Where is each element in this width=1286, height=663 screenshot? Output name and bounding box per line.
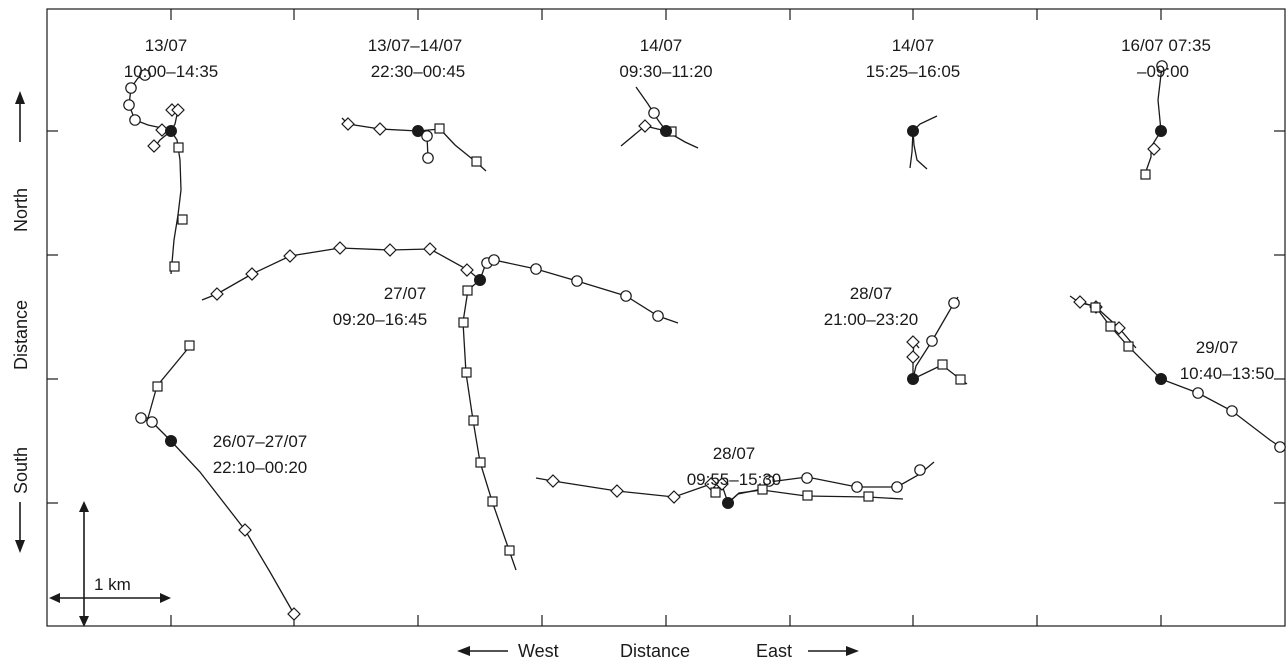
open-diamond-markers <box>147 103 1161 621</box>
y-axis-south-label: South <box>11 447 31 494</box>
label-t9-time: 22:10–00:20 <box>213 458 308 477</box>
track-path-t3 <box>635 86 699 149</box>
label-t5-time: –09:00 <box>1137 62 1189 81</box>
track-path-t4-arm <box>909 130 914 169</box>
label-t8-time: 10:40–13:50 <box>1180 364 1275 383</box>
open-circle-markers <box>123 60 1286 493</box>
start-point-t2 <box>412 125 424 137</box>
x-axis-distance-label: Distance <box>620 641 690 661</box>
x-ticks <box>170 9 1162 626</box>
track-lines <box>128 65 1286 615</box>
y-axis-distance-label: Distance <box>11 300 31 370</box>
start-point-t5 <box>1155 125 1167 137</box>
track-path-t10-arm <box>727 489 904 504</box>
label-t3-date: 14/07 <box>640 36 683 55</box>
label-t2-time: 22:30–00:45 <box>371 62 466 81</box>
open-square-markers <box>152 123 1151 556</box>
track-path-t2 <box>341 117 441 132</box>
label-t7-time: 21:00–23:20 <box>824 310 919 329</box>
label-t10-time: 09:55–15:30 <box>687 470 782 489</box>
start-point-t6 <box>474 274 486 286</box>
track-path-t4 <box>912 115 938 170</box>
start-point-t10 <box>722 497 734 509</box>
track-path-t8-arm <box>1079 301 1137 349</box>
label-t6-date: 27/07 <box>384 284 427 303</box>
scale-bar <box>49 501 171 627</box>
start-point-t9 <box>165 435 177 447</box>
label-t6-time: 09:20–16:45 <box>333 310 428 329</box>
label-t1-time: 10:00–14:35 <box>124 62 219 81</box>
scale-bar-label: 1 km <box>94 575 131 594</box>
label-t5-date: 16/07 07:35 <box>1121 36 1211 55</box>
track-path-t5 <box>1144 65 1163 175</box>
label-t2-date: 13/07–14/07 <box>368 36 463 55</box>
label-t4-time: 15:25–16:05 <box>866 62 961 81</box>
label-t4-date: 14/07 <box>892 36 935 55</box>
label-t7-date: 28/07 <box>850 284 893 303</box>
label-t3-time: 09:30–11:20 <box>619 62 712 81</box>
x-axis-title: West Distance East <box>457 641 859 661</box>
label-t1-date: 13/07 <box>145 36 188 55</box>
label-t10-date: 28/07 <box>713 444 756 463</box>
track-path-t6 <box>201 247 679 324</box>
label-t9-date: 26/07–27/07 <box>213 432 308 451</box>
x-axis-west-label: West <box>518 641 559 661</box>
x-axis-east-label: East <box>756 641 792 661</box>
plot-frame <box>46 8 1286 627</box>
start-point-t3 <box>660 125 672 137</box>
start-points <box>165 125 1167 509</box>
start-point-t4 <box>907 125 919 137</box>
start-point-t1 <box>165 125 177 137</box>
start-point-t8 <box>1155 373 1167 385</box>
track-path-t9 <box>139 345 295 615</box>
track-labels: 13/07 10:00–14:35 13/07–14/07 22:30–00:4… <box>124 36 1275 489</box>
y-axis-north-label: North <box>11 188 31 232</box>
y-ticks <box>47 130 1285 504</box>
start-point-t7 <box>907 373 919 385</box>
label-t8-date: 29/07 <box>1196 338 1239 357</box>
y-axis-title: North Distance South <box>11 91 31 553</box>
